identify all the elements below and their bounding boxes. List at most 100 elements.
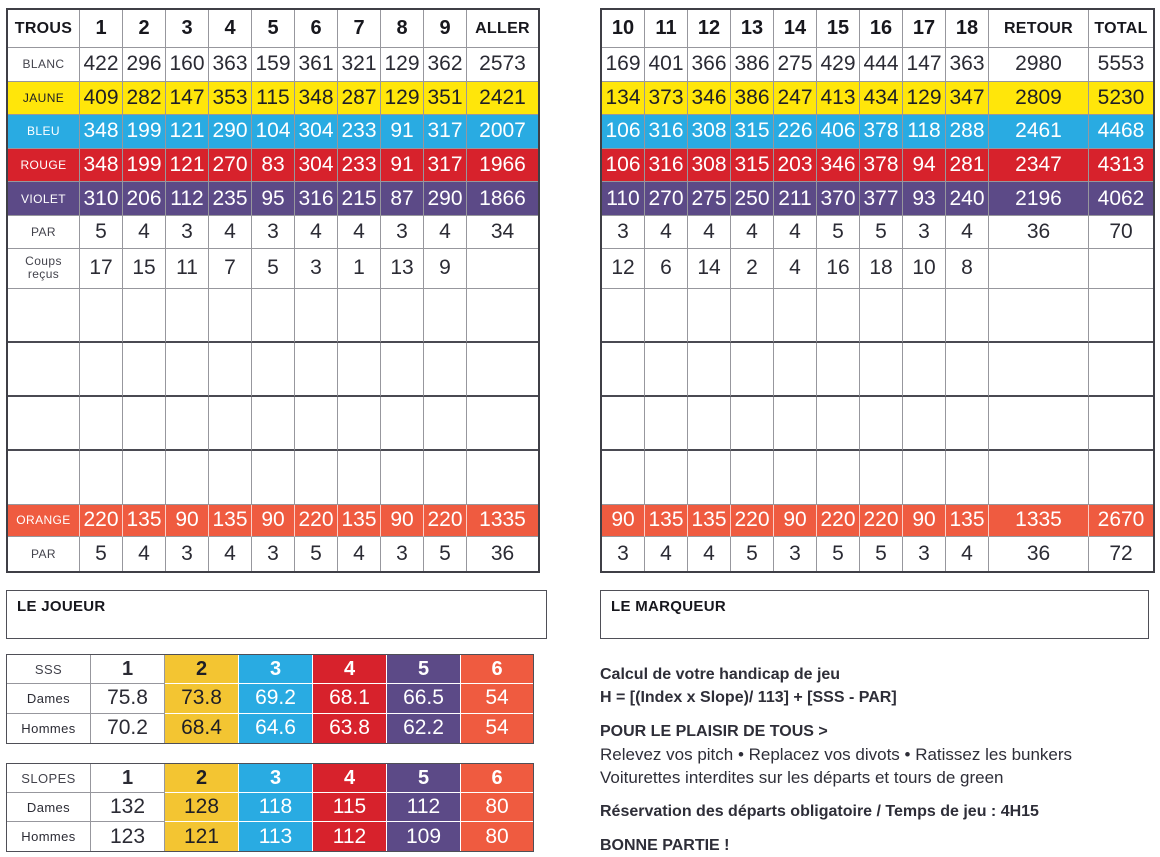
score-entry-cell[interactable] [946, 288, 989, 343]
score-entry-cell[interactable] [381, 450, 424, 505]
score-entry-cell[interactable] [602, 288, 645, 343]
score-cell: 346 [817, 148, 860, 183]
score-cell: 87 [381, 182, 424, 216]
score-entry-cell[interactable] [338, 396, 381, 451]
score-entry-cell[interactable] [688, 342, 731, 397]
score-entry-cell[interactable] [860, 342, 903, 397]
score-entry-cell[interactable] [645, 288, 688, 343]
score-cell: 91 [381, 148, 424, 183]
score-cell: 347 [946, 81, 989, 116]
score-entry-cell[interactable] [774, 450, 817, 505]
score-cell: 250 [731, 182, 774, 216]
score-entry-cell[interactable] [602, 396, 645, 451]
score-entry-cell[interactable] [989, 342, 1089, 397]
score-entry-cell[interactable] [731, 288, 774, 343]
score-entry-cell[interactable] [989, 450, 1089, 505]
score-entry-cell[interactable] [123, 450, 166, 505]
score-entry-cell[interactable] [731, 450, 774, 505]
score-entry-cell[interactable] [688, 396, 731, 451]
score-entry-cell[interactable] [381, 396, 424, 451]
tee-label[interactable] [8, 450, 80, 505]
score-entry-cell[interactable] [989, 288, 1089, 343]
score-entry-cell[interactable] [731, 342, 774, 397]
score-entry-cell[interactable] [774, 342, 817, 397]
score-entry-cell[interactable] [166, 450, 209, 505]
score-entry-cell[interactable] [602, 450, 645, 505]
score-entry-cell[interactable] [688, 450, 731, 505]
score-entry-cell[interactable] [903, 288, 946, 343]
score-entry-cell[interactable] [424, 396, 467, 451]
score-entry-cell[interactable] [252, 288, 295, 343]
score-entry-cell[interactable] [645, 450, 688, 505]
score-entry-cell[interactable] [252, 342, 295, 397]
score-entry-cell[interactable] [252, 450, 295, 505]
tee-label[interactable] [8, 396, 80, 451]
score-entry-cell[interactable] [424, 450, 467, 505]
score-entry-cell[interactable] [209, 342, 252, 397]
score-entry-cell[interactable] [1089, 396, 1153, 451]
score-entry-cell[interactable] [817, 342, 860, 397]
score-entry-cell[interactable] [381, 288, 424, 343]
score-cell: 315 [731, 148, 774, 183]
score-entry-cell[interactable] [295, 396, 338, 451]
score-entry-cell[interactable] [1089, 450, 1153, 505]
marker-name-box[interactable]: LE MARQUEUR [600, 590, 1149, 639]
score-entry-cell[interactable] [80, 450, 123, 505]
score-entry-cell[interactable] [166, 288, 209, 343]
tee-label[interactable] [8, 288, 80, 343]
score-entry-cell[interactable] [946, 342, 989, 397]
score-entry-cell[interactable] [252, 396, 295, 451]
score-entry-cell[interactable] [338, 342, 381, 397]
score-entry-cell[interactable] [989, 396, 1089, 451]
score-entry-cell[interactable] [166, 342, 209, 397]
score-entry-cell[interactable] [903, 342, 946, 397]
score-entry-cell[interactable] [123, 396, 166, 451]
score-entry-cell[interactable] [946, 450, 989, 505]
score-entry-cell[interactable] [80, 396, 123, 451]
score-entry-cell[interactable] [645, 396, 688, 451]
score-entry-cell[interactable] [602, 342, 645, 397]
score-entry-cell[interactable] [903, 396, 946, 451]
score-entry-cell[interactable] [860, 450, 903, 505]
tee-label[interactable] [8, 342, 80, 397]
score-entry-cell[interactable] [424, 342, 467, 397]
score-entry-cell[interactable] [338, 288, 381, 343]
score-entry-cell[interactable] [645, 342, 688, 397]
score-entry-cell[interactable] [1089, 342, 1153, 397]
score-entry-cell[interactable] [688, 288, 731, 343]
score-entry-cell[interactable] [123, 288, 166, 343]
score-entry-cell[interactable] [381, 342, 424, 397]
rating-cell: 73.8 [165, 684, 239, 714]
score-entry-cell[interactable] [295, 342, 338, 397]
score-entry-cell[interactable] [467, 450, 538, 505]
score-entry-cell[interactable] [209, 288, 252, 343]
score-entry-cell[interactable] [946, 396, 989, 451]
score-entry-cell[interactable] [467, 396, 538, 451]
score-entry-cell[interactable] [80, 288, 123, 343]
score-entry-cell[interactable] [80, 342, 123, 397]
score-entry-cell[interactable] [123, 342, 166, 397]
score-entry-cell[interactable] [774, 288, 817, 343]
score-entry-cell[interactable] [860, 288, 903, 343]
score-entry-cell[interactable] [817, 396, 860, 451]
score-entry-cell[interactable] [731, 396, 774, 451]
score-cell: 90 [381, 504, 424, 537]
score-entry-cell[interactable] [209, 450, 252, 505]
score-entry-cell[interactable] [338, 450, 381, 505]
score-entry-cell[interactable] [860, 396, 903, 451]
score-entry-cell[interactable] [903, 450, 946, 505]
score-entry-cell[interactable] [166, 396, 209, 451]
player-name-box[interactable]: LE JOUEUR [6, 590, 547, 639]
score-entry-cell[interactable] [295, 288, 338, 343]
score-entry-cell[interactable] [774, 396, 817, 451]
score-entry-cell[interactable] [424, 288, 467, 343]
column-header: 12 [688, 10, 731, 48]
score-entry-cell[interactable] [467, 342, 538, 397]
score-entry-cell[interactable] [817, 450, 860, 505]
score-entry-cell[interactable] [1089, 288, 1153, 343]
score-entry-cell[interactable] [467, 288, 538, 343]
score-entry-cell[interactable] [209, 396, 252, 451]
score-cell: 3 [602, 536, 645, 571]
score-entry-cell[interactable] [817, 288, 860, 343]
score-entry-cell[interactable] [295, 450, 338, 505]
